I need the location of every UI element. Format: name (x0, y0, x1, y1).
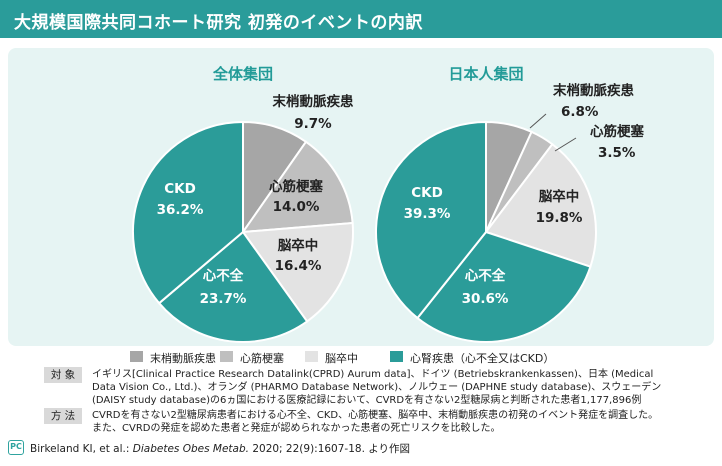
legend-label: 心筋梗塞 (240, 352, 284, 365)
chart-panel: 全体集団 末梢動脈疾患 9.7% 心筋梗塞 14.0% 脳卒中 16.4% 心不全 23.7% C… (8, 48, 714, 346)
pie-slice (375, 120, 487, 320)
text-line: イギリス[Clinical Practice Research Datalink… (92, 369, 654, 380)
chart-title: 日本人集団 (448, 65, 523, 83)
legend-swatch (130, 351, 143, 362)
slice-label: 心不全 (203, 267, 244, 284)
pie-slice (241, 221, 354, 323)
slice-value-label: 9.7% (294, 116, 332, 132)
legend-swatch (220, 351, 233, 362)
header-bar: 大規模国際共同コホート研究 初発のイベントの内訳 (0, 0, 722, 38)
slice-value-label: 6.8% (561, 104, 599, 120)
slice-label: 心筋梗塞 (590, 123, 644, 140)
pie-slice (416, 230, 592, 343)
legend-label: 心腎疾患（心不全又はCKD） (410, 352, 555, 365)
slice-value-label: 36.2% (157, 202, 204, 218)
text-line: また、CVRDの発症を認めた患者と発症が認められなかった患者の死亡リスクを比較し… (92, 423, 501, 434)
citation-authors: Birkeland KI, et al.: (30, 443, 130, 455)
legend-swatch (305, 351, 318, 362)
method-text: CVRDを有さない2型糖尿病患者における心不全、CKD、心筋梗塞、脳卒中、末梢動… (92, 409, 712, 435)
text-line: Data Vision Co., Ltd.)、オランダ (PHARMO Data… (92, 382, 662, 393)
pie-slice (131, 120, 244, 305)
legend: 末梢動脈疾患 心筋梗塞 脳卒中 心腎疾患（心不全又はCKD） (0, 348, 722, 366)
legend-label: 末梢動脈疾患 (150, 352, 216, 365)
slice-label: 末梢動脈疾患 (273, 93, 354, 110)
citation-details: 2020; 22(9):1607-18. より作図 (252, 443, 411, 455)
subjects-tag: 対 象 (44, 367, 82, 383)
legend-label: 脳卒中 (325, 352, 358, 365)
slice-value-label: 23.7% (200, 291, 247, 307)
legend-swatch (390, 351, 403, 362)
pie-slice (240, 140, 354, 234)
slice-value-label: 19.8% (536, 210, 583, 226)
slice-label: CKD (411, 185, 443, 201)
page-title: 大規模国際共同コホート研究 初発のイベントの内訳 (14, 13, 423, 33)
subjects-text: イギリス[Clinical Practice Research Datalink… (92, 368, 712, 407)
leader-line (529, 113, 547, 129)
slice-value-label: 3.5% (598, 145, 636, 161)
citation-journal: Diabetes Obes Metab. (132, 443, 249, 455)
slice-label: 心筋梗塞 (269, 178, 323, 195)
slice-value-label: 16.4% (275, 258, 322, 274)
text-line: CVRDを有さない2型糖尿病患者における心不全、CKD、心筋梗塞、脳卒中、末梢動… (92, 410, 659, 421)
citation-text: Birkeland KI, et al.: Diabetes Obes Meta… (30, 441, 410, 456)
slice-label: 心不全 (465, 267, 506, 284)
leader-line (554, 137, 577, 152)
pie-slice (157, 230, 309, 344)
slice-value-label: 39.3% (404, 206, 451, 222)
slice-value-label: 30.6% (462, 291, 509, 307)
text-line: (DAISY study database)の6ヵ国における医療記録において、C… (92, 395, 642, 406)
pie-slice (484, 142, 597, 268)
pie-charts: 全体集団末梢動脈疾患9.7%心筋梗塞14.0%脳卒中16.4%心不全23.7%C… (131, 65, 644, 344)
pc-logo-icon: PC (8, 440, 24, 455)
slice-label: 脳卒中 (539, 188, 580, 205)
slice-label: 末梢動脈疾患 (553, 82, 634, 99)
slice-value-label: 14.0% (273, 199, 320, 215)
slice-label: 脳卒中 (278, 237, 319, 254)
chart-title: 全体集団 (212, 65, 273, 83)
method-tag: 方 法 (44, 408, 82, 424)
slice-label: CKD (164, 181, 196, 197)
